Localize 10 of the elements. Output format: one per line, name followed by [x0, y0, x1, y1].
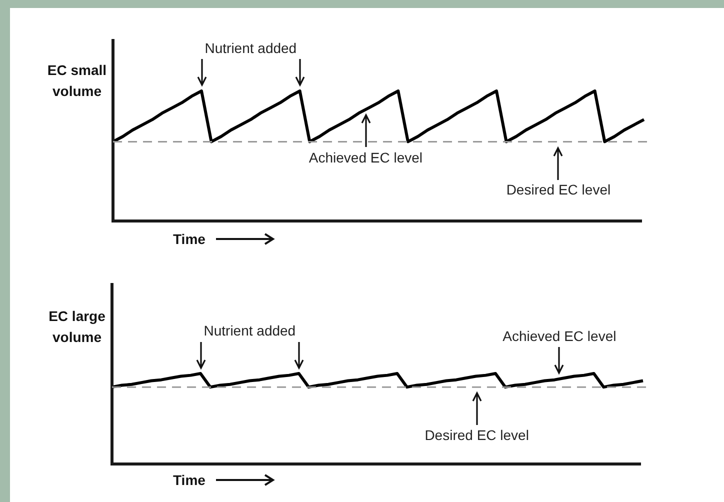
x-axis-title: Time: [173, 231, 206, 247]
annotation: Achieved EC level: [308, 149, 423, 166]
annotation: Desired EC level: [424, 426, 529, 443]
x-axis-title: Time: [173, 472, 206, 488]
y-axis-title: EC small volume: [46, 61, 108, 101]
text: Achieved EC level: [502, 328, 616, 344]
text: Nutrient added: [204, 322, 296, 338]
text: Nutrient added: [204, 40, 297, 56]
y-axis-title: EC large volume: [48, 307, 106, 347]
annotation: Desired EC level: [506, 182, 611, 198]
